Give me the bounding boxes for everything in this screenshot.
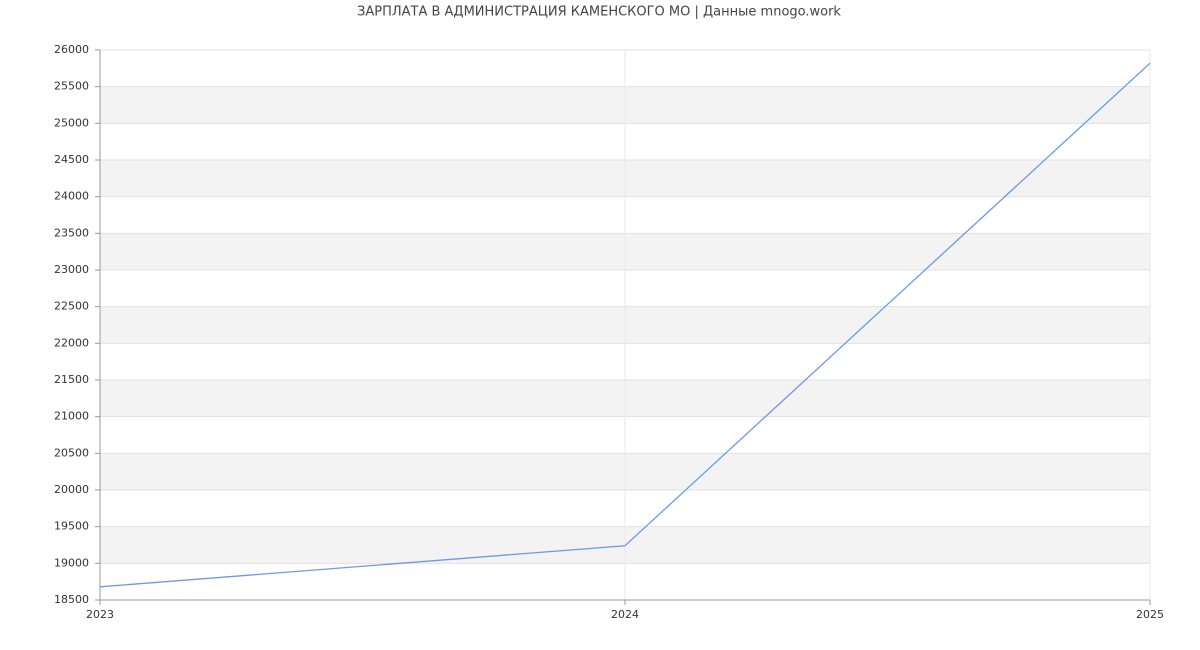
y-tick-label: 19000: [54, 556, 89, 569]
y-tick-label: 25500: [54, 80, 89, 93]
y-tick-label: 22000: [54, 336, 89, 349]
y-tick-label: 24000: [54, 190, 89, 203]
x-tick-label: 2024: [611, 608, 639, 621]
y-tick-label: 25000: [54, 116, 89, 129]
x-tick-label: 2025: [1136, 608, 1164, 621]
y-tick-label: 22500: [54, 300, 89, 313]
y-tick-label: 20500: [54, 446, 89, 459]
x-tick-label: 2023: [86, 608, 114, 621]
y-tick-label: 21000: [54, 410, 89, 423]
chart-title: ЗАРПЛАТА В АДМИНИСТРАЦИЯ КАМЕНСКОГО МО |…: [357, 5, 841, 20]
data-line: [99, 62, 1151, 588]
y-tick-label: 21500: [54, 373, 89, 386]
y-tick-label: 18500: [54, 593, 89, 606]
y-tick-label: 23000: [54, 263, 89, 276]
y-tick-label: 24500: [54, 153, 89, 166]
y-tick-label: 19500: [54, 520, 89, 533]
y-tick-label: 20000: [54, 483, 89, 496]
y-tick-label: 26000: [54, 43, 89, 56]
y-tick-label: 23500: [54, 226, 89, 239]
